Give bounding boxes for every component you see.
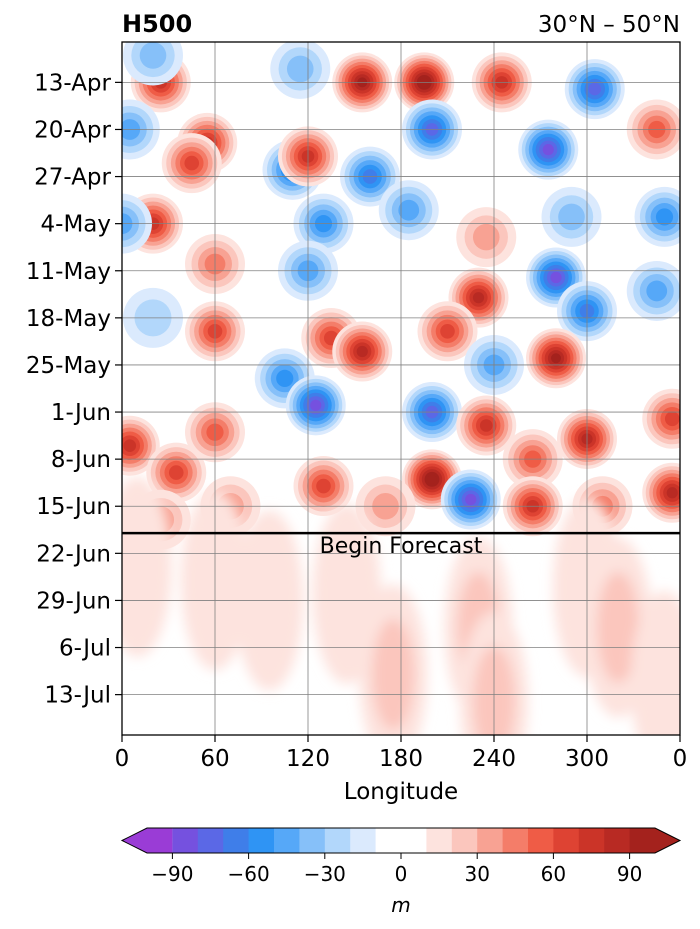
chart-title-left: H500 xyxy=(122,10,192,38)
anomaly-contour xyxy=(312,503,381,684)
forecast-anomalies xyxy=(122,476,680,735)
anomaly-contour xyxy=(472,223,500,251)
colorbar-segment xyxy=(426,828,453,853)
y-tick-label: 27-Apr xyxy=(34,165,111,191)
anomaly-contour xyxy=(286,55,314,83)
anomaly-contour xyxy=(655,208,674,226)
anomaly-contour xyxy=(588,82,602,96)
y-tick-label: 15-Jun xyxy=(36,494,111,520)
anomaly-contour xyxy=(664,411,680,427)
colorbar-segment xyxy=(629,828,680,853)
y-tick-label: 6-Jul xyxy=(59,636,111,662)
colorbar-segment xyxy=(299,828,326,853)
colorbar-tick-label: −60 xyxy=(227,862,269,886)
anomaly-contour xyxy=(184,155,200,171)
y-tick-label: 18-May xyxy=(26,306,111,332)
anomaly-contour xyxy=(276,369,294,388)
y-tick-label: 25-May xyxy=(26,353,111,379)
colorbar-tick-label: −90 xyxy=(151,862,193,886)
colorbar-segment xyxy=(375,828,402,853)
anomaly-contour xyxy=(551,353,561,364)
anomaly-contour xyxy=(479,419,493,432)
colorbar-segment xyxy=(122,828,173,853)
x-tick-label: 240 xyxy=(472,746,516,772)
anomaly-contour xyxy=(427,474,437,484)
anomaly-contour xyxy=(472,292,485,304)
anomaly-contour xyxy=(139,42,167,69)
anomaly-contour xyxy=(597,571,639,683)
colorbar-segment xyxy=(528,828,554,853)
anomaly-contour xyxy=(542,144,554,156)
colorbar-segment xyxy=(274,828,300,853)
x-axis-label: Longitude xyxy=(344,779,458,805)
anomaly-contour xyxy=(310,399,322,411)
colorbar-segment xyxy=(578,828,605,853)
y-tick-label: 4-May xyxy=(41,212,111,238)
colorbar-segment xyxy=(324,828,351,853)
colorbar-segment xyxy=(502,828,529,853)
x-tick-label: 60 xyxy=(200,746,229,772)
colorbar-segment xyxy=(197,828,224,853)
colorbar: −90 −60 −30 0 30 60 90 xyxy=(120,827,682,886)
anomaly-contour xyxy=(550,271,562,284)
colorbar-segment xyxy=(553,828,580,853)
x-tick-label: 0 xyxy=(673,746,688,772)
x-axis: 0 60 120 180 240 300 0 xyxy=(115,735,688,772)
colorbar-tick-label: 90 xyxy=(617,862,642,886)
x-tick-label: 0 xyxy=(115,746,130,772)
y-tick-label: 22-Jun xyxy=(36,541,111,567)
x-tick-label: 120 xyxy=(286,746,330,772)
y-tick-label: 11-May xyxy=(26,259,111,285)
colorbar-tick-label: 30 xyxy=(464,862,489,886)
colorbar-segment xyxy=(350,828,376,853)
observed-anomalies xyxy=(122,42,680,550)
forecast-label: Begin Forecast xyxy=(320,534,483,559)
colorbar-tick-label: 0 xyxy=(395,862,408,886)
y-tick-label: 29-Jun xyxy=(36,588,111,614)
y-tick-label: 13-Jul xyxy=(44,683,111,709)
anomaly-contour xyxy=(316,478,331,494)
anomaly-contour xyxy=(398,199,420,221)
colorbar-tick-label: 60 xyxy=(541,862,566,886)
colorbar-label: m xyxy=(391,893,410,917)
y-axis: 13-Apr 20-Apr 27-Apr 4-May 11-May 18-May 25-Ma… xyxy=(26,70,122,709)
anomaly-field xyxy=(122,42,680,735)
anomaly-contour xyxy=(168,465,184,480)
anomaly-contour xyxy=(372,619,415,730)
anomaly-contour xyxy=(123,439,137,452)
anomaly-contour xyxy=(465,493,477,506)
colorbar-segment xyxy=(477,828,503,853)
colorbar-segment xyxy=(172,828,199,853)
colorbar-segment xyxy=(451,828,478,853)
y-tick-label: 8-Jun xyxy=(51,447,111,473)
colorbar-segment xyxy=(401,828,427,853)
y-tick-label: 13-Apr xyxy=(34,70,111,96)
anomaly-contour xyxy=(440,324,455,339)
chart-title-right: 30°N – 50°N xyxy=(538,12,680,38)
y-tick-label: 1-Jun xyxy=(51,400,111,426)
anomaly-contour xyxy=(666,487,678,499)
colorbar-segment xyxy=(248,828,275,853)
anomaly-contour xyxy=(630,591,680,735)
colorbar-tick-label: −30 xyxy=(304,862,346,886)
colorbar-segment xyxy=(604,828,630,853)
colorbar-segment xyxy=(223,828,249,853)
anomaly-contour xyxy=(122,476,172,657)
anomaly-contour xyxy=(558,203,585,231)
anomaly-contour xyxy=(356,345,368,358)
x-tick-label: 300 xyxy=(565,746,609,772)
x-tick-label: 180 xyxy=(379,746,423,772)
y-tick-label: 20-Apr xyxy=(34,117,111,143)
colorbar-outline xyxy=(120,827,682,854)
anomaly-contour xyxy=(646,280,668,302)
